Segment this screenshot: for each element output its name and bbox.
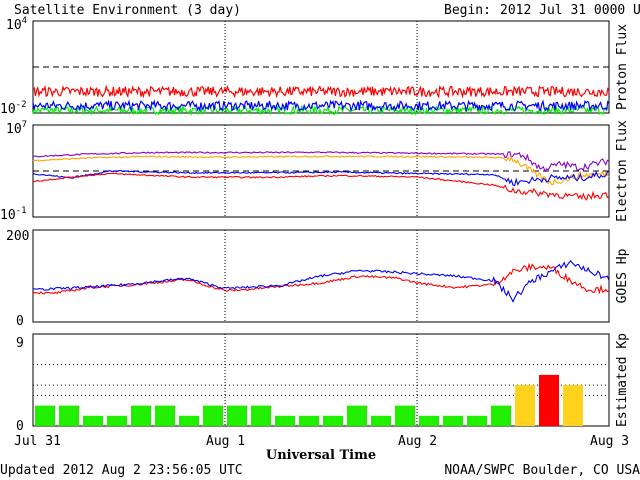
kp-bar xyxy=(563,385,583,426)
kp-ylabel: Estimated Kp xyxy=(615,333,630,427)
kp-panel xyxy=(32,333,610,427)
proton-flux-ylabel: Proton Flux xyxy=(615,24,630,110)
hp-ytick-top: 200 xyxy=(6,229,29,244)
goes-hp-ylabel: GOES Hp xyxy=(615,248,630,303)
goes-hp-panel xyxy=(32,229,610,323)
proton-flux-series xyxy=(32,66,610,117)
begin-value: 2012 Jul 31 0000 UTC xyxy=(500,3,640,18)
electron-flux-ylabel: Electron Flux xyxy=(615,120,630,222)
kp-bar xyxy=(419,415,439,426)
kp-bar xyxy=(203,405,223,426)
chart-title: Satellite Environment (3 day) xyxy=(14,3,241,18)
credit-text: NOAA/SWPC Boulder, CO USA xyxy=(444,463,640,478)
hp-blue-series xyxy=(32,260,610,303)
proton-blue-series xyxy=(32,99,610,113)
xtick-aug2: Aug 2 xyxy=(398,434,437,449)
xtick-aug3: Aug 3 xyxy=(590,434,629,449)
electron-blue-series xyxy=(32,170,610,187)
kp-bar xyxy=(491,405,511,426)
x-axis-label: Universal Time xyxy=(266,448,376,463)
kp-bar xyxy=(251,405,271,426)
kp-bar xyxy=(443,415,463,426)
electron-red-series xyxy=(32,172,610,201)
hp-ytick-bottom: 0 xyxy=(16,314,24,329)
kp-bar xyxy=(59,405,79,426)
proton-ytick-bottom: 10-2 xyxy=(0,100,27,117)
electron-ytick-bottom: 10-1 xyxy=(0,206,27,223)
kp-bar xyxy=(227,405,247,426)
hp-red-series xyxy=(32,262,610,295)
kp-bar xyxy=(323,415,343,426)
kp-ytick-bottom: 0 xyxy=(16,419,24,434)
kp-bar xyxy=(107,415,127,426)
begin-label: Begin: xyxy=(444,3,491,18)
kp-bar xyxy=(371,415,391,426)
kp-bar xyxy=(539,374,559,426)
kp-bar xyxy=(467,415,487,426)
kp-bar xyxy=(395,405,415,426)
electron-orange-series xyxy=(32,155,610,186)
day-gridlines xyxy=(224,21,418,426)
kp-bar xyxy=(155,405,175,426)
kp-bars xyxy=(33,364,609,426)
kp-bar xyxy=(299,415,319,426)
xtick-jul31: Jul 31 xyxy=(14,434,61,449)
kp-ytick-top: 9 xyxy=(16,336,24,351)
kp-bar xyxy=(275,415,295,426)
kp-bar xyxy=(347,405,367,426)
proton-ytick-top: 104 xyxy=(6,16,27,33)
electron-purple-series xyxy=(32,151,610,173)
electron-flux-series xyxy=(32,151,610,201)
kp-bar xyxy=(515,385,535,426)
kp-bar xyxy=(131,405,151,426)
proton-red-series xyxy=(32,84,610,99)
xtick-aug1: Aug 1 xyxy=(206,434,245,449)
kp-bar xyxy=(179,415,199,426)
kp-bar xyxy=(35,405,55,426)
goes-hp-series xyxy=(32,260,610,303)
updated-timestamp: Updated 2012 Aug 2 23:56:05 UTC xyxy=(0,463,243,478)
proton-flux-panel xyxy=(32,20,610,114)
electron-ytick-top: 107 xyxy=(6,120,27,137)
kp-bar xyxy=(83,415,103,426)
